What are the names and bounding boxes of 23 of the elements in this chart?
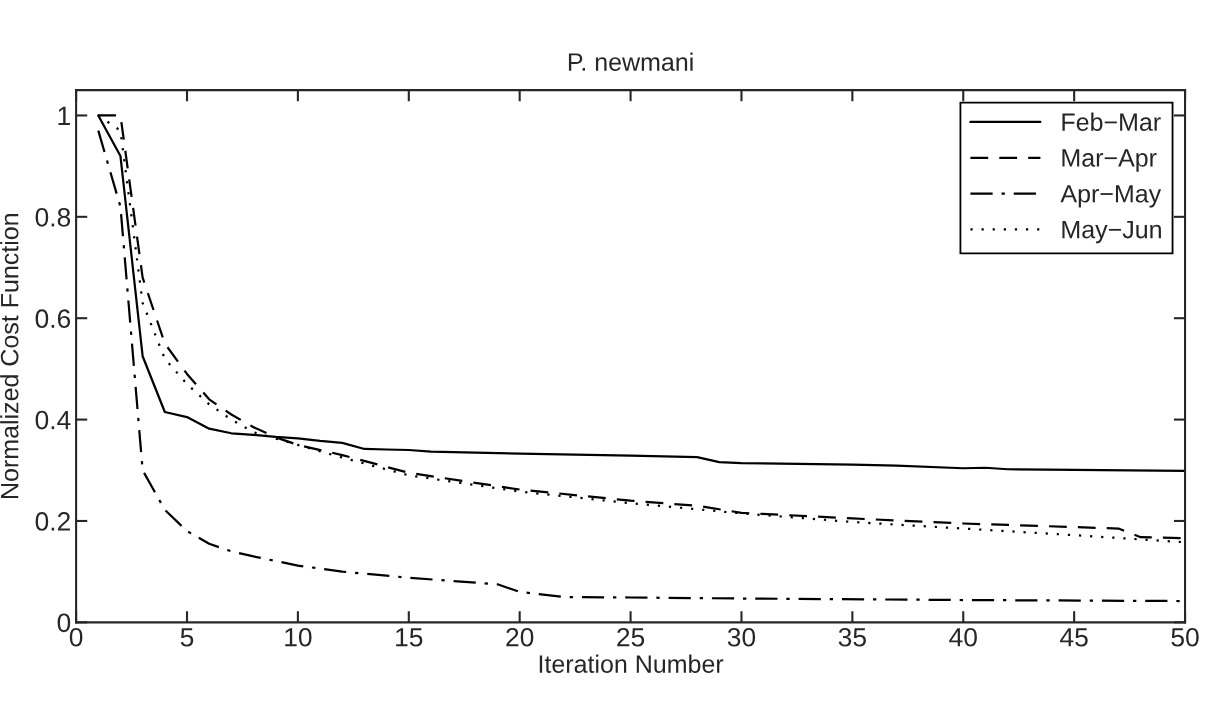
y-tick-label: 0.2 xyxy=(35,512,70,531)
legend-label: Mar−Apr xyxy=(1062,149,1157,172)
y-tick-label: 0.4 xyxy=(35,410,71,430)
x-tick-label: 10 xyxy=(285,627,312,647)
x-tick-label: 30 xyxy=(727,627,756,647)
x-tick-label: 20 xyxy=(506,627,534,647)
legend-label: May−Jun xyxy=(1062,220,1161,244)
x-tick-label: 35 xyxy=(838,627,866,647)
x-tick-label: 25 xyxy=(617,627,645,647)
x-tick-label: 45 xyxy=(1060,628,1088,647)
x-tick-label: 50 xyxy=(1171,627,1199,647)
x-tick-label: 15 xyxy=(396,628,423,647)
x-axis-title: Iteration Number xyxy=(539,654,724,673)
y-tick-label: 0.6 xyxy=(35,309,71,329)
y-tick-label: 1 xyxy=(58,106,70,126)
y-axis-title: Normalized Cost Function xyxy=(0,214,19,498)
chart-title: P. newmani xyxy=(568,52,693,71)
x-tick-label: 5 xyxy=(180,628,194,647)
y-tick-label: 0 xyxy=(57,613,71,633)
y-tick-label: 0.8 xyxy=(35,207,71,227)
legend-label: Feb−Mar xyxy=(1062,112,1161,131)
x-tick-label: 40 xyxy=(949,627,977,647)
legend-label: Apr−May xyxy=(1060,185,1162,208)
